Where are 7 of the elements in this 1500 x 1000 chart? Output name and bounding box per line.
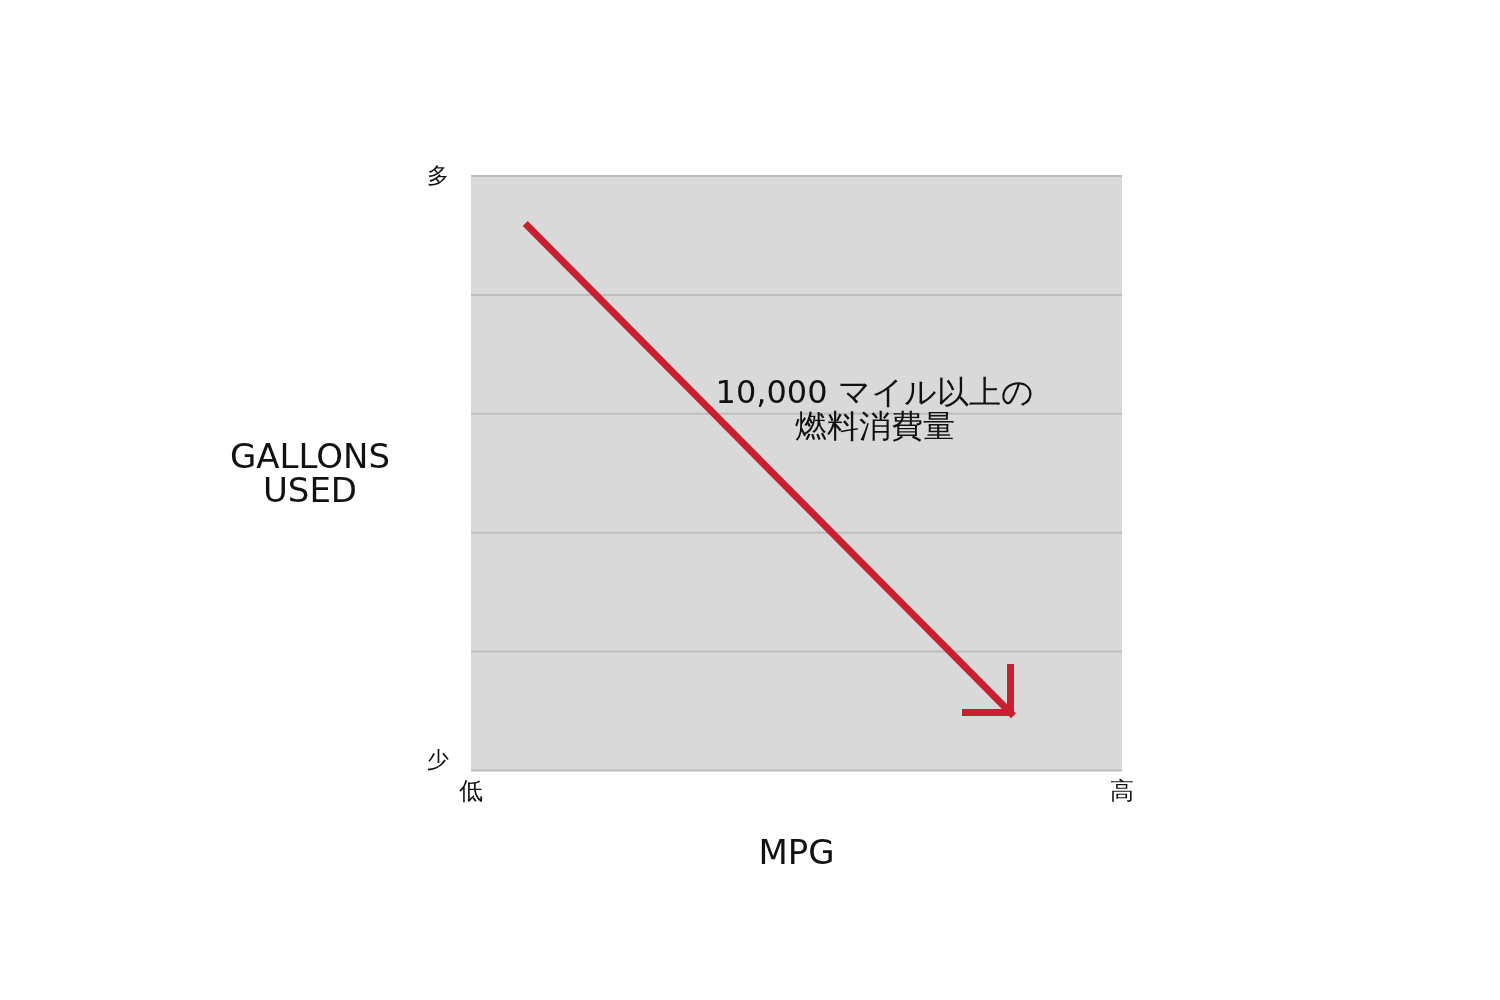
annotation: 10,000 マイル以上の燃料消費量 — [714, 373, 1035, 445]
x-tick-label: 高 — [1110, 777, 1134, 806]
text: 多 — [427, 162, 449, 190]
x-tick-label: 低 — [459, 777, 483, 806]
text: 少 — [427, 746, 449, 775]
x-axis-title: MPG — [758, 832, 835, 873]
y-axis-title: GALLONS USED — [228, 436, 392, 511]
